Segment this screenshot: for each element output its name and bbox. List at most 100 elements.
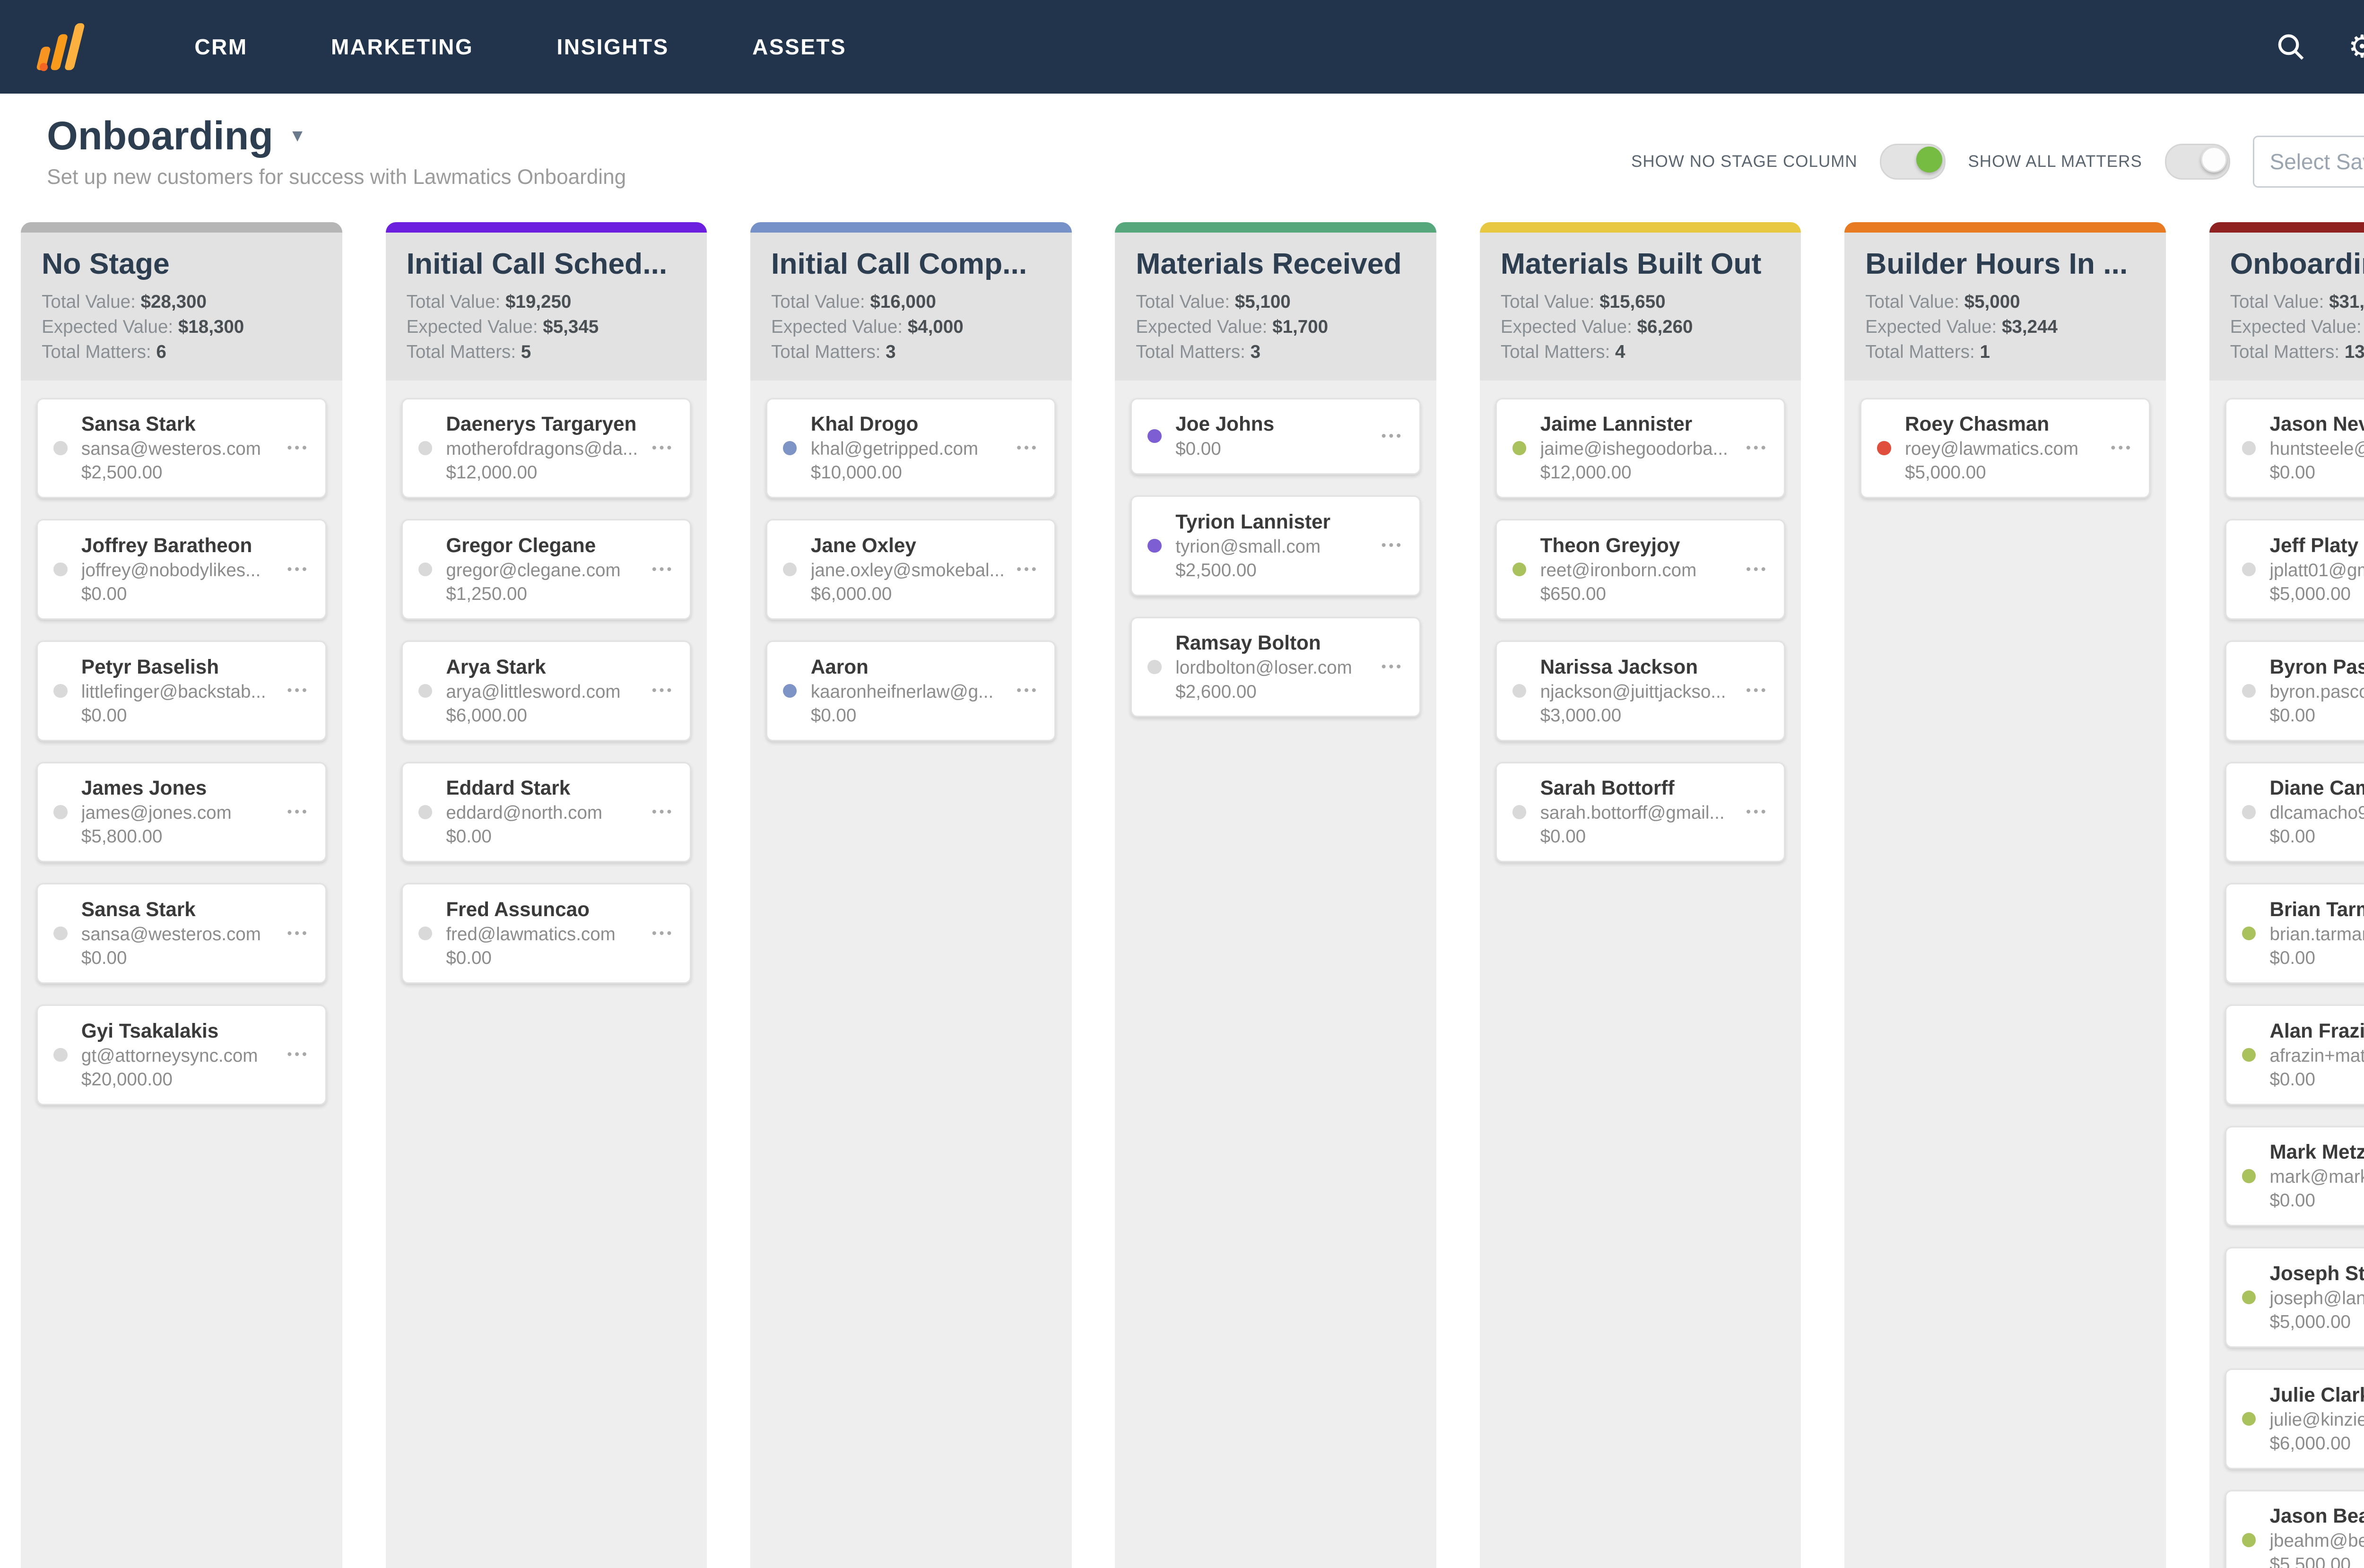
matter-card[interactable]: Sarah Bottorff sarah.bottorff@gmail... $0.… [1495,762,1786,863]
matter-value: $12,000.00 [446,462,538,483]
show-no-stage-toggle[interactable] [1880,143,1946,180]
stage-stat-expected-value: Expected Value: $1,700 [1136,317,1329,338]
matter-card[interactable]: Alan Frazinafrazin+matt@consu...$0.00••• [2225,1004,2364,1105]
matter-card[interactable]: Roey Chasman roey@lawmatics.com $5,000.00 •… [1860,398,2150,499]
matter-card[interactable]: Petyr Baselish littlefinger@backstab... $0… [36,640,327,741]
more-options-icon[interactable]: ••• [1017,440,1039,456]
more-options-icon[interactable]: ••• [287,804,310,820]
matter-name: Jason Beahm [2269,1505,2364,1527]
nav-item-marketing[interactable]: MARKETING [330,35,474,60]
nav-item-insights[interactable]: INSIGHTS [556,35,669,60]
stage-card-list: Joe Johns $0.00 ••• Tyrion Lannister tyrion@… [1115,380,1436,1568]
matter-name: Alan Frazin [2269,1019,2364,1042]
matter-card[interactable]: Daenerys Targaryen motherofdragons@da... $… [401,398,692,499]
matter-name: Arya Stark [446,655,546,678]
matter-value: $0.00 [2269,705,2315,726]
matter-name: Ramsay Bolton [1175,632,1321,654]
stage-header: Initial Call Sched... Total Value: $19,25… [385,233,707,381]
matter-name: Khal Drogo [810,413,919,435]
matter-value: $5,000.00 [1905,462,1986,483]
matter-value: $0.00 [1175,439,1221,459]
matter-email: afrazin+matt@consu... [2269,1045,2364,1066]
matter-card[interactable]: Arya Stark arya@littlesword.com $6,000.00 •… [401,640,692,741]
stage-title: Onboarding Co... [2230,247,2364,280]
matter-status-dot [418,562,432,577]
more-options-icon[interactable]: ••• [1746,683,1769,699]
matter-card[interactable]: Byron Pascoebyron.pascoe@edwa...$0.00••• [2225,640,2364,741]
more-options-icon[interactable]: ••• [1746,440,1769,456]
saved-view-select[interactable]: Select Saved View... ▼ [2252,135,2364,188]
matter-status-dot [53,684,68,698]
matter-email: motherofdragons@da... [446,439,638,459]
matter-card[interactable]: Gyi Tsakalakis gt@attorneysync.com $20,000… [36,1004,327,1105]
matter-card[interactable]: Ramsay Bolton lordbolton@loser.com $2,600.… [1130,616,1421,718]
matter-card[interactable]: Jason Beahm jbeahm@beahmlaw.c... $5,500.00… [2225,1490,2364,1568]
more-options-icon[interactable]: ••• [652,804,674,820]
more-options-icon[interactable]: ••• [1746,561,1769,577]
matter-email: jplatt01@gmail.com [2269,560,2364,580]
matter-card[interactable]: Julie Clarkson julie@kinziemarketin... $6,… [2225,1369,2364,1469]
matter-card[interactable]: Khal Drogo khal@getripped.com $10,000.00 ••… [765,398,1056,499]
lawmatics-logo-icon[interactable] [31,19,94,75]
settings-gear-icon[interactable]: ⚙ [2347,31,2364,62]
nav-item-crm[interactable]: CRM [194,35,248,60]
more-options-icon[interactable]: ••• [1381,659,1404,675]
matter-card[interactable]: Joseph Sternberg joseph@landersandst... $5… [2225,1247,2364,1348]
matter-status-dot [1512,441,1527,455]
more-options-icon[interactable]: ••• [652,925,674,941]
more-options-icon[interactable]: ••• [287,925,310,941]
more-options-icon[interactable]: ••• [1746,804,1769,820]
more-options-icon[interactable]: ••• [1381,428,1404,444]
matter-card[interactable]: Aaron kaaronheifnerlaw@g... $0.00 ••• [765,640,1056,741]
matter-card[interactable]: Narissa Jackson njackson@juittjackso... $3… [1495,640,1786,741]
matter-card[interactable]: Jane Oxley jane.oxley@smokebal... $6,000.0… [765,519,1056,620]
stage-column: Materials Built Out Total Value: $15,650 E… [1479,222,1801,1568]
matter-card[interactable]: Mark Metzgermark@markmetzger.net$0.00••• [2225,1126,2364,1227]
more-options-icon[interactable]: ••• [287,440,310,456]
matter-card[interactable]: Joffrey Baratheon joffrey@nobodylikes... $… [36,519,327,620]
search-icon[interactable] [2275,31,2306,62]
matter-card[interactable]: Jaime Lannister jaime@ishegoodorba... $12,… [1495,398,1786,499]
more-options-icon[interactable]: ••• [652,561,674,577]
matter-card[interactable]: James Jones james@jones.com $5,800.00 ••• [36,762,327,863]
stage-stat-total-value: Total Value: $15,650 [1500,291,1666,312]
matter-email: khal@getripped.com [810,439,979,459]
matter-card[interactable]: Diane Camachodlcamacho925@gmai...$0.00••… [2225,762,2364,863]
matter-card[interactable]: Brian Tarmanbrian.tarman@devwr...$0.00••… [2225,883,2364,984]
matter-card[interactable]: Theon Greyjoy reet@ironborn.com $650.00 ••• [1495,519,1786,620]
matter-card[interactable]: Jason Nevinhuntsteele@gmail.com$0.00••• [2225,398,2364,499]
more-options-icon[interactable]: ••• [287,683,310,699]
matter-name: Brian Tarman [2269,898,2364,920]
stage-title: Materials Built Out [1500,247,1762,280]
matter-card[interactable]: Eddard Stark eddard@north.com $0.00 ••• [401,762,692,863]
more-options-icon[interactable]: ••• [287,1047,310,1063]
more-options-icon[interactable]: ••• [2111,440,2133,456]
more-options-icon[interactable]: ••• [1381,537,1404,554]
more-options-icon[interactable]: ••• [287,561,310,577]
matter-card[interactable]: Sansa Stark sansa@westeros.com $0.00 ••• [36,883,327,984]
matter-card[interactable]: Gregor Clegane gregor@clegane.com $1,250.0… [401,519,692,620]
matter-name: Jane Oxley [810,534,916,556]
stage-stat-total-matters: Total Matters: 3 [1136,342,1261,363]
matter-email: kaaronheifnerlaw@g... [810,681,994,702]
matter-name: Jaime Lannister [1540,413,1693,435]
matter-status-dot [1877,441,1891,455]
matter-card[interactable]: Joe Johns $0.00 ••• [1130,398,1421,475]
matter-card[interactable]: Tyrion Lannister tyrion@small.com $2,500.0… [1130,495,1421,596]
nav-item-assets[interactable]: ASSETS [752,35,847,60]
more-options-icon[interactable]: ••• [1017,683,1039,699]
matter-value: $3,000.00 [1540,705,1622,726]
more-options-icon[interactable]: ••• [652,440,674,456]
matter-value: $10,000.00 [810,462,902,483]
matter-value: $6,000.00 [446,705,527,726]
more-options-icon[interactable]: ••• [652,683,674,699]
show-all-matters-toggle[interactable] [2164,143,2230,180]
pipeline-selector[interactable]: Onboarding ▼ [47,113,626,159]
matter-card[interactable]: Fred Assuncao fred@lawmatics.com $0.00 ••• [401,883,692,984]
matter-value: $0.00 [2269,826,2315,847]
stage-column: Materials Received Total Value: $5,100 Exp… [1115,222,1436,1568]
matter-card[interactable]: Sansa Stark sansa@westeros.com $2,500.00 ••… [36,398,327,499]
more-options-icon[interactable]: ••• [1017,561,1039,577]
